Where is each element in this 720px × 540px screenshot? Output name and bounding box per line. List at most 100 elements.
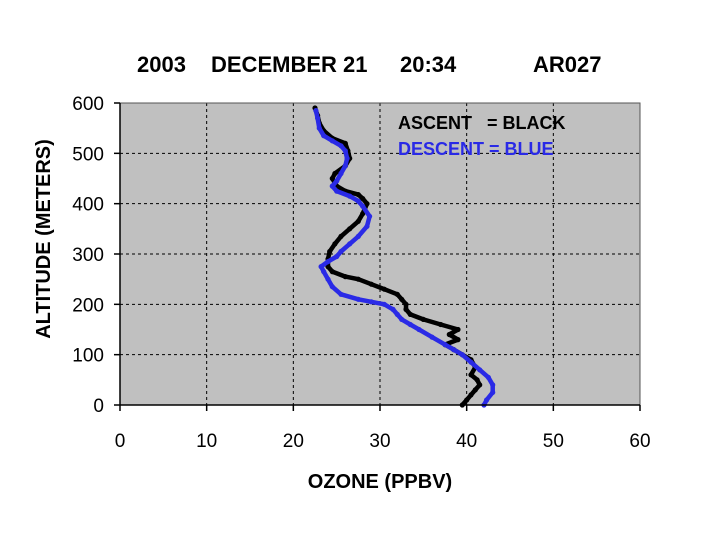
data-point xyxy=(438,321,444,328)
data-point xyxy=(329,269,335,275)
data-point xyxy=(342,163,348,169)
data-point xyxy=(338,170,344,177)
data-point xyxy=(368,281,374,287)
data-point xyxy=(321,269,327,275)
data-point xyxy=(446,331,452,338)
data-point xyxy=(455,337,461,343)
data-point xyxy=(338,248,344,255)
data-point xyxy=(332,170,338,177)
data-point xyxy=(490,382,496,388)
data-point xyxy=(342,148,348,154)
data-point xyxy=(399,296,405,302)
data-point xyxy=(338,291,344,297)
data-point xyxy=(399,316,405,322)
data-point xyxy=(342,140,348,146)
x-tick-label: 0 xyxy=(115,431,126,452)
data-point xyxy=(329,183,335,189)
data-point xyxy=(334,253,340,260)
data-point xyxy=(338,233,344,239)
x-tick-label: 50 xyxy=(543,431,564,452)
data-point xyxy=(459,352,465,358)
data-point xyxy=(342,274,348,280)
data-point xyxy=(381,301,387,307)
x-tick-label: 60 xyxy=(629,431,650,452)
data-point xyxy=(468,359,474,365)
title-date: DECEMBER 21 xyxy=(211,52,368,77)
data-point xyxy=(329,138,335,144)
data-point xyxy=(360,196,366,202)
x-tick-label: 40 xyxy=(456,431,477,452)
data-point xyxy=(451,347,457,353)
y-tick-label: 400 xyxy=(72,195,104,216)
title-flight: AR027 xyxy=(533,52,602,77)
y-axis-title: ALTITUDE (METERS) xyxy=(33,139,55,339)
title-year: 2003 xyxy=(137,52,186,77)
x-tick-label: 20 xyxy=(283,431,304,452)
data-point xyxy=(332,241,338,247)
data-point xyxy=(355,233,361,239)
title-time: 20:34 xyxy=(400,52,457,77)
data-point xyxy=(347,241,353,247)
data-point xyxy=(381,286,387,292)
data-point xyxy=(394,311,400,317)
data-point xyxy=(464,397,470,403)
data-point xyxy=(360,211,366,217)
data-point xyxy=(334,178,340,184)
data-point xyxy=(477,382,483,388)
data-point xyxy=(355,296,361,302)
data-point xyxy=(329,175,335,182)
data-point xyxy=(368,299,374,305)
data-point xyxy=(347,193,353,199)
data-point xyxy=(318,264,324,270)
data-point xyxy=(344,155,350,161)
data-point xyxy=(334,188,340,194)
data-point xyxy=(355,192,361,198)
data-point xyxy=(407,321,413,328)
data-point xyxy=(407,311,413,317)
y-tick-label: 200 xyxy=(72,295,104,316)
data-point xyxy=(325,259,331,265)
data-point xyxy=(313,108,319,114)
data-point xyxy=(367,213,373,219)
data-point xyxy=(429,334,435,340)
x-tick-label: 30 xyxy=(369,431,390,452)
data-point xyxy=(355,218,361,224)
data-point xyxy=(329,284,335,290)
data-point xyxy=(338,143,344,149)
data-point xyxy=(316,125,322,131)
data-point xyxy=(490,389,496,395)
data-point xyxy=(394,291,400,297)
y-tick-label: 500 xyxy=(72,144,104,165)
y-tick-label: 100 xyxy=(72,346,104,367)
data-point xyxy=(327,248,333,255)
data-point xyxy=(420,316,426,322)
legend-ascent: ASCENT = BLACK xyxy=(398,113,566,133)
y-tick-label: 0 xyxy=(93,396,104,417)
data-point xyxy=(364,201,370,207)
data-point xyxy=(455,326,461,333)
data-point xyxy=(468,392,474,398)
series-group xyxy=(312,105,496,408)
data-point xyxy=(364,223,370,229)
data-point xyxy=(403,306,409,312)
data-point xyxy=(468,372,474,378)
axes xyxy=(114,102,641,411)
data-point xyxy=(474,377,480,383)
data-point xyxy=(484,397,490,403)
data-point xyxy=(360,203,366,209)
data-point xyxy=(485,374,491,380)
x-axis-title: OZONE (PPBV) xyxy=(308,471,452,493)
data-point xyxy=(355,198,361,204)
y-tick-label: 300 xyxy=(72,245,104,266)
data-point xyxy=(347,226,353,232)
data-point xyxy=(416,326,422,333)
legend-descent: DESCENT = BLUE xyxy=(398,139,554,159)
data-point xyxy=(403,301,409,307)
data-point xyxy=(477,367,483,373)
data-point xyxy=(321,133,327,139)
x-tick-label: 10 xyxy=(196,431,217,452)
data-point xyxy=(355,276,361,282)
